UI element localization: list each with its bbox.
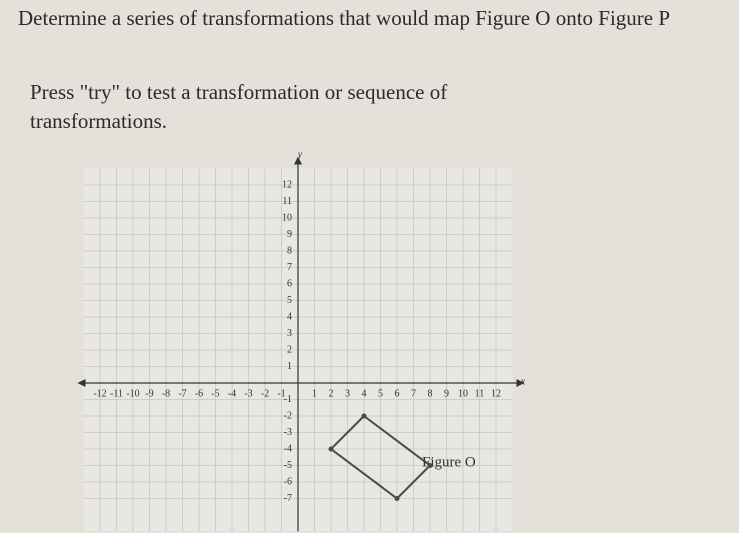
y-tick-label: 6: [287, 278, 292, 289]
x-tick-label: 2: [329, 388, 334, 399]
figure-vertex: [394, 496, 400, 501]
y-tick-label: 1: [287, 361, 292, 372]
instruction: Press "try" to test a transformation or …: [30, 80, 448, 133]
y-tick-label: 8: [287, 245, 292, 256]
x-tick-label: -11: [110, 388, 123, 399]
y-tick-label: -2: [284, 410, 292, 421]
y-tick-label: 4: [287, 311, 292, 322]
y-tick-label: -3: [284, 427, 292, 438]
y-tick-label: 3: [287, 328, 292, 339]
x-tick-label: -1: [277, 388, 285, 399]
x-tick-label: 8: [428, 388, 433, 399]
y-tick-label: -6: [284, 476, 292, 487]
x-tick-label: -9: [145, 388, 153, 399]
x-tick-label: 9: [444, 388, 449, 399]
x-tick-label: 7: [411, 388, 416, 399]
y-tick-label: 11: [282, 196, 292, 207]
y-tick-label: -1: [284, 394, 292, 405]
x-tick-label: -7: [178, 388, 186, 399]
x-tick-label: -6: [195, 388, 203, 399]
figure-vertex: [328, 446, 334, 452]
y-tick-label: 9: [287, 229, 292, 240]
x-tick-label: 6: [395, 388, 400, 399]
x-axis-arrow: [77, 379, 86, 387]
x-tick-label: -4: [228, 388, 236, 399]
y-tick-label: 12: [282, 179, 292, 190]
figure-vertex: [427, 463, 433, 468]
figure-vertex: [361, 413, 367, 419]
y-tick-label: 2: [287, 344, 292, 355]
x-tick-label: 11: [475, 388, 485, 399]
x-tick-label: 3: [345, 388, 350, 399]
y-axis-label: y: [297, 149, 303, 160]
y-tick-label: -5: [284, 460, 292, 471]
y-tick-label: 10: [282, 212, 292, 223]
y-tick-label: 7: [287, 262, 292, 273]
x-tick-label: 4: [362, 388, 367, 399]
x-tick-label: 12: [491, 388, 501, 399]
figure-label: Figure O: [422, 455, 476, 471]
x-tick-label: -2: [261, 388, 269, 399]
x-tick-label: -8: [162, 388, 170, 399]
x-tick-label: -12: [93, 388, 106, 399]
x-tick-label: -5: [211, 388, 219, 399]
x-tick-label: -3: [244, 388, 252, 399]
y-tick-label: -7: [284, 493, 292, 504]
x-axis-label: x: [520, 376, 526, 387]
x-axis-arrow: [516, 379, 525, 387]
y-axis-arrow: [294, 156, 302, 165]
x-tick-label: 10: [458, 388, 468, 399]
y-tick-label: -4: [284, 443, 292, 454]
question-title: Determine a series of transformations th…: [18, 6, 671, 30]
x-tick-label: 5: [378, 388, 383, 399]
y-tick-label: 5: [287, 295, 292, 306]
x-tick-label: -10: [126, 388, 139, 399]
x-tick-label: 1: [312, 388, 317, 399]
